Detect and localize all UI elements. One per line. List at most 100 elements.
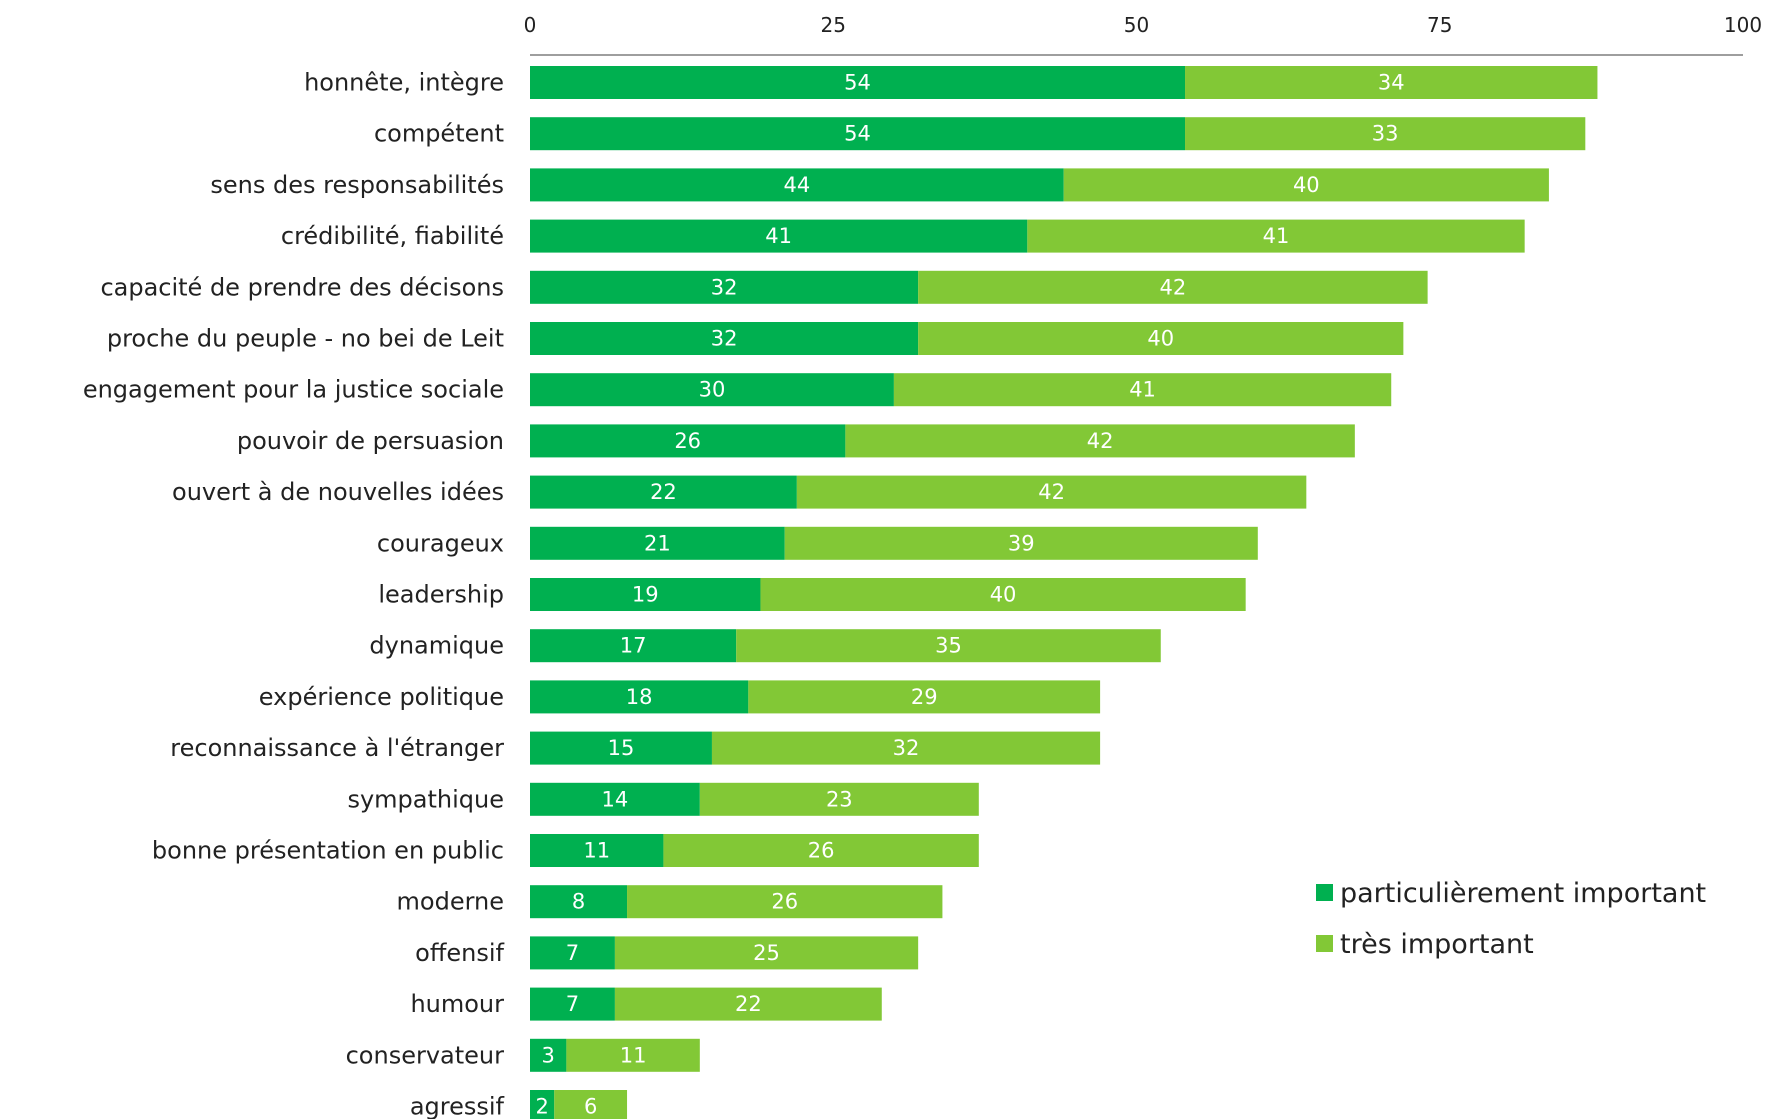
bar-segment [1063,168,1549,202]
category-labels: honnête, intègre compétent sens des respon… [83,69,505,1119]
bar-value-label: 41 [1263,224,1290,248]
bar-segment [530,1038,567,1072]
bar-segment [699,782,979,816]
bar-segment [530,270,919,304]
x-tick-label: 50 [1124,13,1149,37]
bar-value-label: 11 [583,839,610,863]
bar-segment [530,680,749,714]
bar-value-label: 22 [735,992,762,1016]
bar-value-label: 14 [602,787,629,811]
bar-value-label: 22 [650,480,677,504]
bar-segment [554,1090,628,1119]
bar-segment [530,219,1028,253]
category-label: honnête, intègre [304,69,504,97]
category-label: agressif [410,1093,505,1119]
category-label: dynamique [369,632,504,660]
bar-segment [530,66,1186,99]
category-label: leadership [378,581,504,609]
bar-segment [918,270,1428,304]
bar-segment [845,424,1355,458]
bar-segment [614,987,882,1021]
bar-segment [736,629,1161,663]
bar-value-label: 32 [711,275,738,299]
bar-segment [530,1090,555,1119]
bar-value-label: 32 [711,327,738,351]
bar-segment [530,782,700,816]
bar-value-label: 39 [1008,531,1035,555]
legend-swatch [1316,935,1333,952]
bar-segment [893,373,1392,407]
category-label: expérience politique [259,683,504,711]
bar-segment [663,834,979,867]
bar-value-label: 34 [1378,71,1405,95]
bar-value-label: 54 [844,122,871,146]
category-label: conservateur [346,1041,505,1069]
category-label: reconnaissance à l'étranger [170,734,504,762]
bar-segment [796,475,1307,509]
bar-value-label: 7 [566,992,579,1016]
legend-label: très important [1340,929,1534,960]
bar-value-label: 33 [1372,122,1399,146]
category-label: sens des responsabilités [210,171,504,199]
bar-segment [530,834,664,867]
x-axis: 0 25 50 75 100 [524,13,1762,56]
category-label: courageux [377,529,504,557]
bar-value-label: 18 [626,685,653,709]
bar-segment [530,373,894,407]
bar-segment [530,885,628,919]
x-tick-label: 0 [524,13,537,37]
bar-segment [530,168,1064,202]
category-label: crédibilité, fiabilité [281,222,504,250]
bar-value-label: 3 [542,1043,555,1067]
bar-segment [530,526,785,560]
bar-value-label: 6 [584,1095,597,1119]
legend-label: particulièrement important [1340,878,1706,909]
bar-segment [530,322,919,355]
legend-swatch [1316,884,1333,901]
category-label: ouvert à de nouvelles idées [172,478,504,506]
bar-value-label: 42 [1038,480,1065,504]
category-label: compétent [374,120,504,148]
bar-segment [530,936,615,970]
bar-value-label: 26 [808,839,835,863]
bar-value-label: 19 [632,583,659,607]
category-label: pouvoir de persuasion [237,427,504,455]
bar-segment [566,1038,700,1072]
bar-segment [1185,66,1598,99]
bar-value-label: 15 [608,736,635,760]
bar-value-label: 29 [911,685,938,709]
bar-value-label: 42 [1160,275,1187,299]
bar-value-label: 7 [566,941,579,965]
x-tick-label: 75 [1427,13,1452,37]
bar-segment [530,475,797,509]
bar-value-label: 23 [826,787,853,811]
bar-segment [918,322,1404,355]
bar-value-label: 17 [620,634,647,658]
bar-segment [530,117,1186,151]
bar-value-label: 11 [620,1043,647,1067]
bar-value-label: 40 [1293,173,1320,197]
category-label: bonne présentation en public [152,837,504,865]
bar-segment [760,578,1246,611]
bar-value-label: 26 [674,429,701,453]
bar-value-label: 35 [935,634,962,658]
category-label: capacité de prendre des décisons [100,273,504,301]
bar-value-label: 25 [753,941,780,965]
bar-value-label: 40 [990,583,1017,607]
bar-value-label: 41 [1129,378,1156,402]
bar-segment [748,680,1101,714]
bar-value-label: 42 [1087,429,1114,453]
bar-value-label: 32 [893,736,920,760]
category-label: offensif [415,939,504,967]
bar-segment [1185,117,1586,151]
bar-segment [784,526,1258,560]
category-label: humour [410,990,504,1018]
bar-segment [530,731,712,765]
legend: particulièrement important très important [1316,878,1706,960]
bar-value-label: 2 [535,1095,548,1119]
bar-value-label: 54 [844,71,871,95]
bar-value-label: 44 [783,173,810,197]
bar-segment [530,629,737,663]
